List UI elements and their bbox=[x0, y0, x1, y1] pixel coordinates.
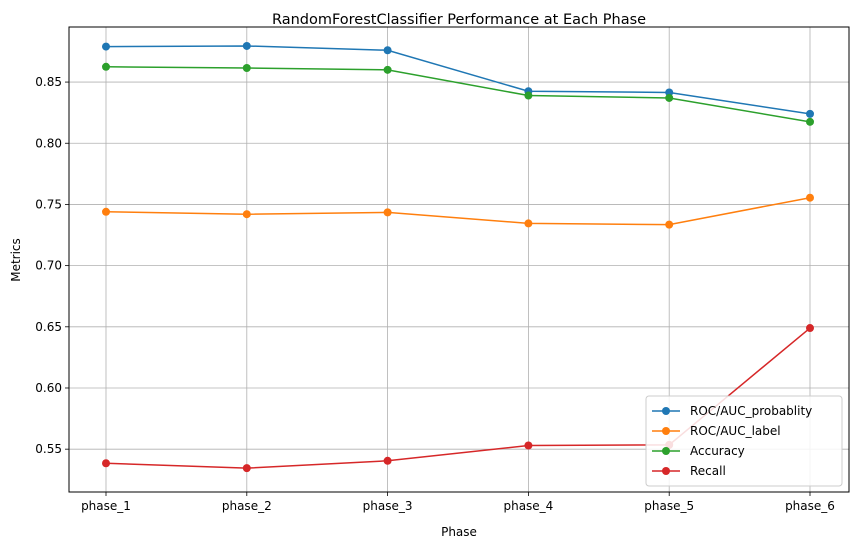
series-roc-auc-probablity bbox=[102, 41, 814, 118]
data-point bbox=[665, 220, 674, 229]
data-point bbox=[383, 208, 392, 217]
data-point bbox=[524, 441, 533, 450]
legend-label: Accuracy bbox=[690, 444, 745, 458]
series-line bbox=[105, 45, 811, 115]
data-point bbox=[665, 88, 674, 97]
y-tick-label: 0.75 bbox=[35, 197, 62, 211]
y-tick-label: 0.80 bbox=[35, 136, 62, 150]
grid bbox=[69, 27, 849, 492]
data-point bbox=[383, 65, 392, 74]
y-tick-label: 0.70 bbox=[35, 259, 62, 273]
series-roc-auc-label bbox=[102, 193, 814, 229]
y-axis-title: Metrics bbox=[9, 238, 23, 282]
data-point bbox=[102, 62, 110, 71]
x-tick-label: phase_1 bbox=[81, 499, 131, 513]
x-axis-title: Phase bbox=[441, 525, 477, 539]
data-point bbox=[383, 46, 392, 55]
y-tick-label: 0.55 bbox=[35, 442, 62, 456]
data-point bbox=[242, 464, 251, 473]
data-point bbox=[665, 93, 674, 102]
y-tick-label: 0.85 bbox=[35, 75, 62, 89]
legend-marker bbox=[662, 467, 670, 475]
legend-label: ROC/AUC_probablity bbox=[690, 404, 812, 418]
data-point bbox=[242, 210, 251, 219]
x-axis: phase_1 phase_2 phase_3 phase_4 phase_5 phase… bbox=[81, 492, 835, 513]
y-tick-label: 0.60 bbox=[35, 381, 62, 395]
data-point bbox=[806, 109, 814, 118]
data-point bbox=[242, 41, 251, 50]
y-axis: 0.55 0.60 0.65 0.70 0.75 0.80 0.85 bbox=[35, 75, 69, 456]
data-point bbox=[806, 324, 814, 333]
legend-marker bbox=[662, 407, 670, 415]
data-point bbox=[102, 207, 110, 216]
x-tick-label: phase_6 bbox=[785, 499, 835, 513]
data-point bbox=[806, 117, 814, 126]
legend-box bbox=[645, 395, 843, 487]
data-point bbox=[524, 91, 533, 100]
data-point bbox=[524, 219, 533, 228]
series-line bbox=[105, 196, 811, 226]
x-tick-label: phase_5 bbox=[644, 499, 694, 513]
legend-label: Recall bbox=[690, 464, 726, 478]
x-tick-label: phase_2 bbox=[222, 499, 272, 513]
data-point bbox=[383, 456, 392, 465]
legend-marker bbox=[662, 447, 670, 455]
data-point bbox=[806, 193, 814, 202]
legend-label: ROC/AUC_label bbox=[690, 424, 781, 438]
plot-frame bbox=[68, 26, 850, 493]
series-accuracy bbox=[102, 62, 814, 126]
series-line bbox=[105, 66, 811, 123]
legend-marker bbox=[662, 427, 670, 435]
y-tick-label: 0.65 bbox=[35, 320, 62, 334]
data-point bbox=[102, 42, 110, 51]
data-point bbox=[102, 459, 110, 468]
x-tick-label: phase_3 bbox=[363, 499, 413, 513]
legend: ROC/AUC_probablity ROC/AUC_label Accuracy R… bbox=[645, 395, 843, 487]
chart-title: RandomForestClassifier Performance at Ea… bbox=[272, 12, 646, 28]
data-point bbox=[242, 63, 251, 72]
x-tick-label: phase_4 bbox=[503, 499, 553, 513]
